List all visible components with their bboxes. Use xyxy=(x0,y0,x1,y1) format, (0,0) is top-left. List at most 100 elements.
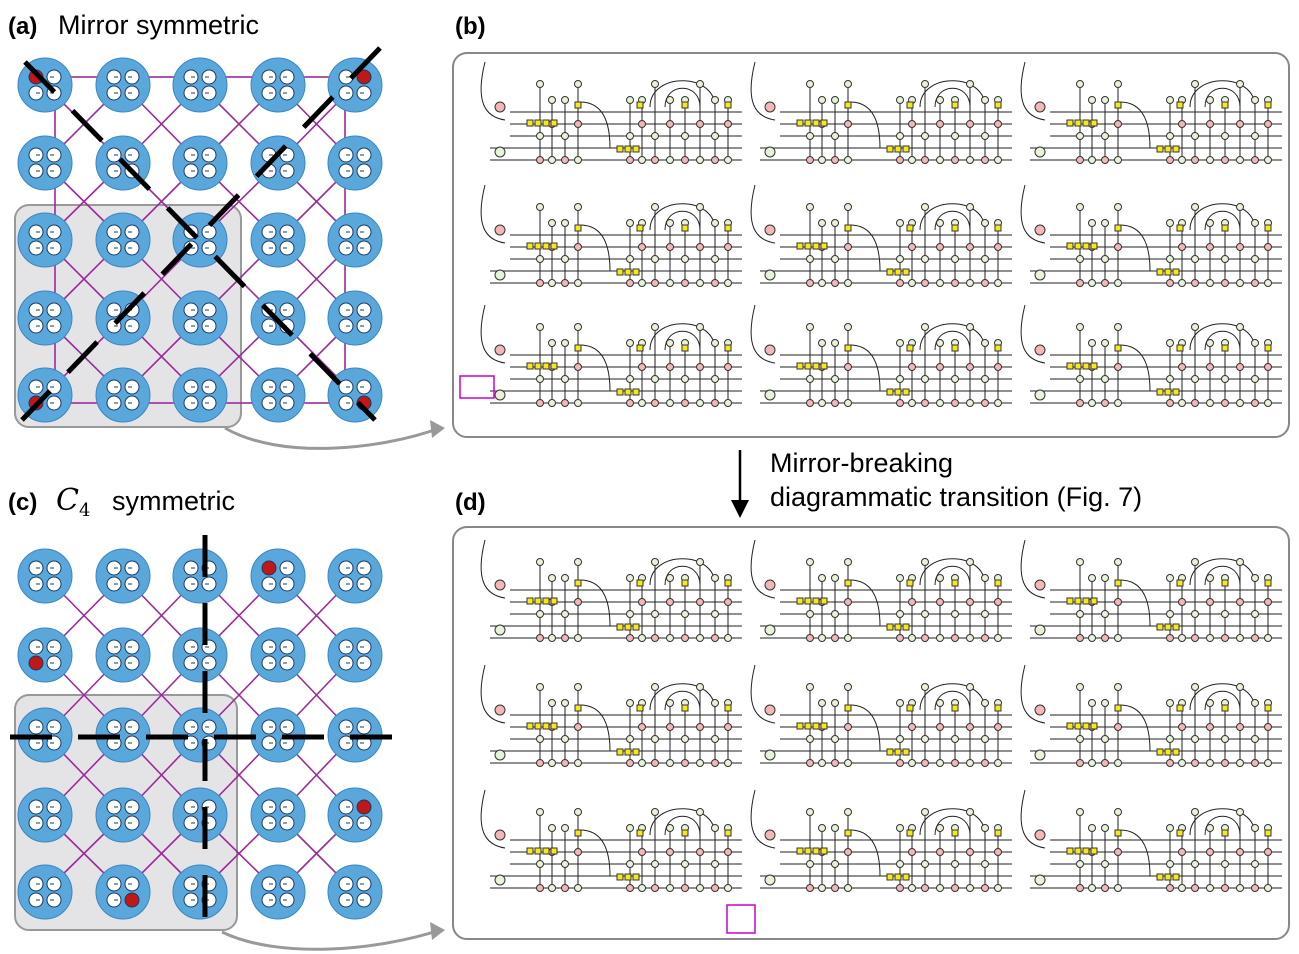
arc xyxy=(919,558,986,586)
gate xyxy=(906,101,914,109)
gate xyxy=(526,119,534,127)
gate xyxy=(1176,101,1184,109)
node xyxy=(626,735,634,743)
arc xyxy=(579,579,611,627)
node xyxy=(1088,156,1096,164)
node xyxy=(724,759,732,767)
gate xyxy=(632,623,640,631)
node xyxy=(548,824,556,832)
node xyxy=(1166,735,1174,743)
node xyxy=(936,699,944,707)
wire-curve xyxy=(750,61,776,121)
node xyxy=(1206,156,1214,164)
gate xyxy=(1074,242,1082,250)
node xyxy=(1166,759,1174,767)
node xyxy=(1236,363,1244,371)
node xyxy=(1221,375,1229,383)
gate xyxy=(1264,829,1272,837)
node xyxy=(681,610,689,618)
node xyxy=(908,759,916,767)
node xyxy=(966,323,974,331)
node xyxy=(1206,824,1214,832)
node xyxy=(1076,808,1084,816)
node xyxy=(806,375,814,383)
gate xyxy=(1264,344,1272,352)
node xyxy=(981,219,989,227)
node xyxy=(844,723,852,731)
node xyxy=(561,156,569,164)
node xyxy=(1114,323,1122,331)
node xyxy=(844,80,852,88)
node xyxy=(1178,634,1186,642)
circuit xyxy=(750,61,1012,164)
gate xyxy=(1264,704,1272,712)
arc xyxy=(1119,101,1151,149)
node xyxy=(844,558,852,566)
gate xyxy=(820,119,828,127)
node xyxy=(626,375,634,383)
node xyxy=(1191,759,1199,767)
gate xyxy=(1066,119,1074,127)
node xyxy=(1101,699,1109,707)
node xyxy=(1166,219,1174,227)
arc xyxy=(849,704,881,752)
arc xyxy=(1189,323,1256,351)
arc xyxy=(1119,224,1151,272)
node xyxy=(951,759,959,767)
node xyxy=(1221,759,1229,767)
node xyxy=(724,848,732,856)
node xyxy=(831,219,839,227)
node xyxy=(681,634,689,642)
node xyxy=(681,375,689,383)
node xyxy=(908,279,916,287)
node xyxy=(921,203,929,211)
arc xyxy=(1204,210,1241,231)
node xyxy=(724,634,732,642)
node xyxy=(981,860,989,868)
arc xyxy=(579,224,611,272)
node xyxy=(831,574,839,582)
gate xyxy=(534,722,542,730)
gate xyxy=(526,722,534,730)
gate xyxy=(1156,748,1164,756)
arc xyxy=(579,344,611,392)
node xyxy=(711,156,719,164)
gate xyxy=(1114,101,1122,109)
node xyxy=(936,120,944,128)
gate xyxy=(1082,597,1090,605)
node xyxy=(666,574,674,582)
node xyxy=(1034,624,1046,636)
node xyxy=(651,683,659,691)
node xyxy=(711,699,719,707)
node xyxy=(1264,243,1272,251)
gate xyxy=(1114,579,1122,587)
node xyxy=(574,848,582,856)
node xyxy=(638,156,646,164)
wire-curve xyxy=(480,539,506,599)
node xyxy=(638,634,646,642)
node xyxy=(966,279,974,287)
node xyxy=(574,759,582,767)
wire-curve xyxy=(1020,184,1046,244)
gate xyxy=(894,388,902,396)
node xyxy=(896,860,904,868)
node xyxy=(1191,156,1199,164)
gate xyxy=(820,722,828,730)
node xyxy=(1166,279,1174,287)
node xyxy=(831,96,839,104)
node xyxy=(711,219,719,227)
node xyxy=(696,80,704,88)
node xyxy=(896,610,904,618)
gate xyxy=(681,704,689,712)
gate xyxy=(550,847,558,855)
node xyxy=(536,375,544,383)
gate xyxy=(1090,722,1098,730)
site xyxy=(327,135,383,191)
node xyxy=(1114,759,1122,767)
node xyxy=(1114,243,1122,251)
gate xyxy=(526,362,534,370)
node xyxy=(908,723,916,731)
node xyxy=(908,884,916,892)
gate xyxy=(1172,388,1180,396)
node xyxy=(651,80,659,88)
